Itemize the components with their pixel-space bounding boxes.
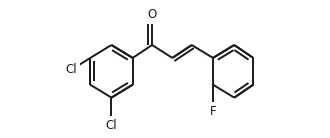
Text: Cl: Cl [106, 119, 117, 132]
Text: F: F [210, 105, 216, 118]
Text: O: O [148, 8, 157, 21]
Text: Cl: Cl [65, 63, 77, 76]
